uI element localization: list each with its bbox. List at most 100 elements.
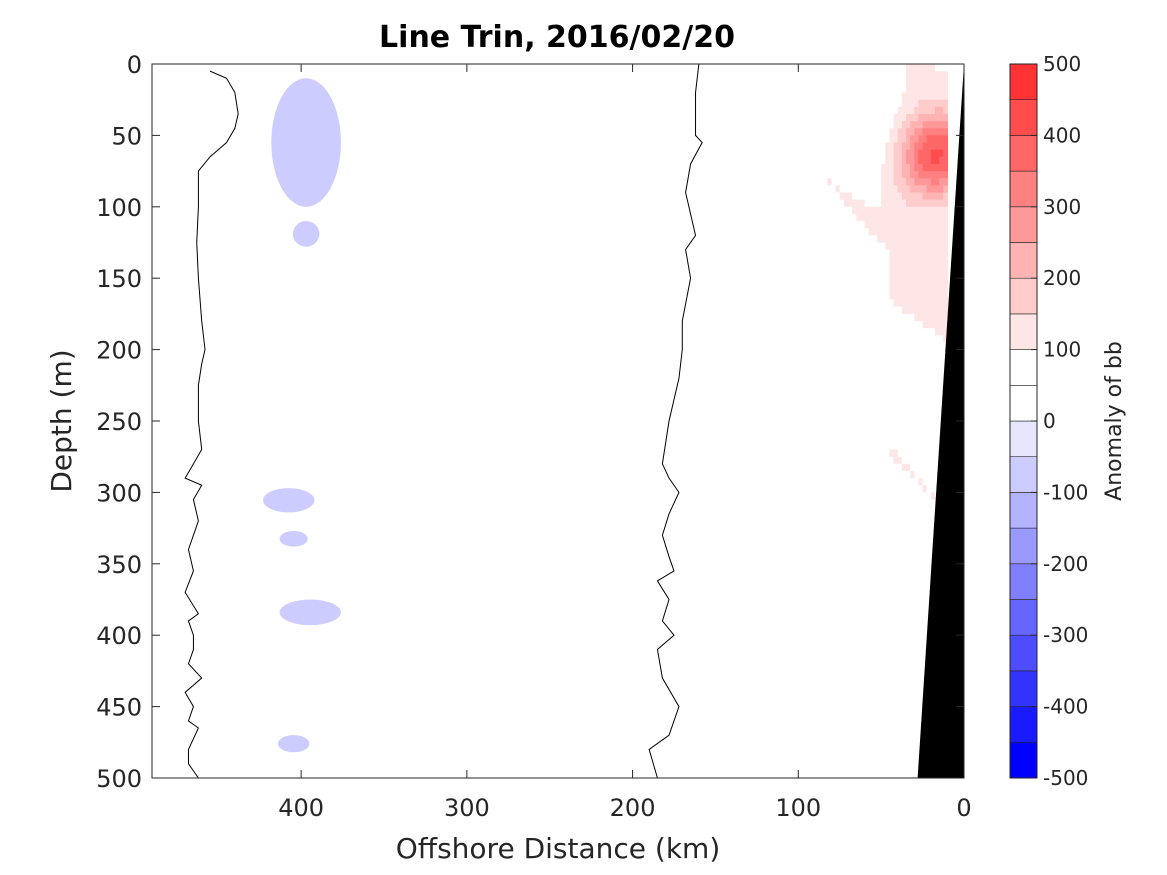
field-cell (790, 321, 795, 329)
field-cell (852, 756, 857, 765)
field-cell (881, 263, 886, 272)
field-cell (877, 399, 882, 408)
field-cell (918, 456, 924, 465)
field-cell (823, 399, 828, 408)
field-cell (823, 599, 828, 608)
field-cell (781, 685, 787, 693)
field-cell (827, 171, 833, 179)
field-cell (922, 121, 928, 129)
field-cell (856, 371, 862, 379)
field-cell (860, 363, 866, 372)
field-cell (943, 285, 949, 294)
field-cell (856, 271, 862, 279)
field-cell (877, 299, 882, 308)
field-cell (819, 406, 824, 415)
field-cell (926, 313, 932, 322)
field-cell (935, 106, 940, 115)
field-cell (910, 699, 915, 708)
field-cell (935, 278, 940, 286)
field-cell (819, 749, 824, 758)
field-cell (935, 128, 940, 136)
field-cell (893, 513, 899, 522)
field-cell (901, 85, 907, 94)
field-cell (877, 613, 882, 622)
field-cell (906, 313, 911, 322)
field-cell (790, 606, 795, 615)
field-cell (926, 335, 932, 344)
field-cell (914, 613, 920, 622)
field-cell (922, 649, 928, 658)
field-cell (819, 642, 824, 651)
field-cell (798, 142, 804, 151)
field-cell (877, 92, 882, 101)
field-cell (897, 485, 903, 493)
field-cell (930, 335, 936, 344)
field-cell (802, 192, 808, 201)
field-cell (889, 128, 895, 136)
field-cell (918, 99, 924, 108)
field-cell (848, 421, 853, 429)
field-cell (889, 428, 895, 436)
field-cell (856, 221, 862, 229)
field-cell (877, 242, 882, 251)
field-cell (877, 99, 882, 108)
field-cell (802, 520, 808, 529)
field-cell (872, 256, 878, 265)
field-cell (868, 85, 874, 94)
field-cell (889, 213, 895, 222)
field-cell (848, 770, 853, 778)
field-cell (893, 735, 899, 743)
colorbar-tick-label: -500 (1043, 766, 1088, 790)
field-cell (906, 171, 911, 179)
field-cell (901, 221, 907, 229)
field-cell (868, 685, 874, 693)
field-cell (877, 163, 882, 172)
field-cell (794, 313, 799, 322)
field-cell (814, 720, 820, 729)
field-cell (814, 421, 820, 429)
field-cell (889, 99, 895, 108)
field-cell (914, 178, 920, 186)
field-cell (848, 435, 853, 444)
field-cell (790, 313, 795, 322)
field-cell (823, 149, 828, 158)
field-cell (893, 199, 899, 208)
field-cell (930, 513, 936, 522)
field-cell (918, 470, 924, 479)
field-cell (823, 421, 828, 429)
field-cell (794, 292, 799, 301)
field-cell (852, 242, 857, 251)
field-cell (831, 649, 837, 658)
field-cell (918, 85, 924, 94)
field-cell (831, 742, 837, 751)
field-cell (843, 620, 849, 629)
field-cell (872, 235, 878, 244)
field-cell (922, 513, 928, 522)
field-cell (802, 178, 808, 186)
field-cell (856, 578, 862, 586)
field-cell (868, 592, 874, 601)
field-cell (914, 428, 920, 436)
field-cell (906, 78, 911, 87)
field-cell (802, 121, 808, 129)
field-cell (864, 271, 870, 279)
field-cell (901, 456, 907, 465)
field-cell (827, 199, 833, 208)
field-cell (885, 235, 891, 244)
field-cell (790, 171, 795, 179)
field-cell (930, 256, 936, 265)
field-cell (889, 149, 895, 158)
field-cell (831, 749, 837, 758)
field-cell (914, 421, 920, 429)
field-cell (852, 399, 857, 408)
field-cell (885, 135, 891, 144)
field-cell (885, 113, 891, 122)
field-cell (831, 142, 837, 151)
field-cell (901, 478, 907, 486)
field-cell (781, 578, 787, 586)
field-cell (877, 142, 882, 151)
field-cell (864, 349, 870, 358)
field-cell (918, 221, 924, 229)
field-cell (814, 599, 820, 608)
field-cell (906, 449, 911, 458)
